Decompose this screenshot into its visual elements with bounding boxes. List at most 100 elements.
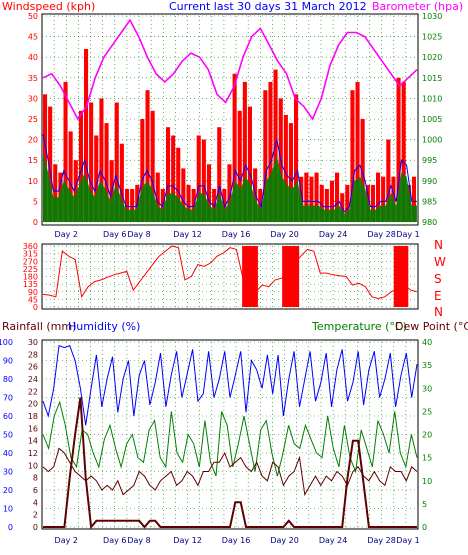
- direction-line: [42, 245, 418, 300]
- rain-tick-label: 10: [28, 461, 38, 470]
- humidity-axis-title: Humidity (%): [68, 320, 140, 333]
- baro-tick-label: 1005: [422, 115, 442, 124]
- gust-bar: [140, 119, 145, 222]
- gust-bar: [130, 189, 135, 222]
- direction-tick-label: 135: [23, 280, 38, 289]
- gust-bar: [48, 106, 53, 222]
- humidity-tick-label: 0: [8, 523, 13, 532]
- temp-tick-label: 35: [422, 361, 432, 370]
- rain-tick-label: 18: [28, 412, 38, 421]
- direction-tick-label: 315: [23, 250, 38, 259]
- direction-tick-label: 45: [28, 295, 38, 304]
- gust-bar: [268, 81, 273, 223]
- humidity-tick-label: 90: [3, 357, 13, 366]
- top-x-tick-label: Day 28: [367, 230, 396, 239]
- rain-tick-label: 2: [33, 511, 38, 520]
- wind-tick-label: 20: [28, 136, 38, 145]
- gust-bar: [345, 184, 350, 222]
- rain-tick-label: 20: [28, 400, 38, 409]
- gust-bar: [324, 189, 329, 222]
- humidity-tick-label: 20: [3, 486, 13, 495]
- humidity-tick-label: 80: [3, 375, 13, 384]
- gust-bar: [411, 176, 416, 222]
- gust-bar: [335, 172, 340, 222]
- top-panel-content: 0510152025303540455098098599099510001005…: [28, 12, 443, 239]
- temp-tick-label: 15: [422, 454, 432, 463]
- baro-tick-label: 1010: [422, 94, 442, 103]
- gust-bar: [99, 98, 104, 222]
- wind-axis-title: Windspeed (kph): [2, 0, 95, 13]
- baro-tick-label: 985: [422, 197, 437, 206]
- humidity-tick-label: 60: [3, 412, 13, 421]
- baro-tick-label: 995: [422, 156, 437, 165]
- rain-tick-label: 6: [33, 486, 38, 495]
- top-x-tick-label: Day 2: [55, 230, 78, 239]
- temp-tick-label: 0: [422, 523, 427, 532]
- humidity-tick-label: 10: [3, 505, 13, 514]
- gust-bar: [360, 119, 365, 222]
- top-x-tick-label: Day 24: [319, 230, 348, 239]
- direction-dense-block: [242, 246, 258, 307]
- wind-tick-label: 15: [28, 156, 38, 165]
- direction-tick-label: 0: [33, 303, 38, 312]
- rain-tick-label: 12: [28, 449, 38, 458]
- bottom-x-tick-label: Day 24: [319, 536, 348, 545]
- temp-tick-label: 10: [422, 477, 432, 486]
- gust-bar: [166, 127, 171, 222]
- wind-tick-label: 45: [28, 33, 38, 42]
- rain-tick-label: 26: [28, 363, 38, 372]
- baro-tick-label: 990: [422, 177, 437, 186]
- gust-bar: [294, 94, 299, 222]
- top-x-tick-label: Day 1: [396, 230, 419, 239]
- rain-tick-label: 8: [33, 474, 38, 483]
- gust-bar: [314, 172, 319, 222]
- rain-tick-label: 16: [28, 424, 38, 433]
- rain-tick-label: 4: [33, 498, 38, 507]
- gust-bar: [63, 81, 68, 223]
- temperature-axis-title: Temperature (°C): [311, 320, 407, 333]
- rainfall-axis-title: Rainfall (mm): [2, 320, 76, 333]
- gust-bar: [196, 135, 201, 222]
- baro-tick-label: 1030: [422, 12, 442, 21]
- dewpoint-axis-title: Dew Point (°C): [395, 320, 468, 333]
- rain-tick-label: 0: [33, 523, 38, 532]
- temp-tick-label: 30: [422, 384, 432, 393]
- gust-bar: [186, 184, 191, 222]
- bottom-x-tick-label: Day 2: [55, 536, 78, 545]
- dewpoint-line: [42, 447, 418, 497]
- gust-bar: [247, 106, 252, 222]
- barometer-line: [42, 18, 418, 121]
- gust-bar: [319, 184, 324, 222]
- direction-tick-label: 225: [23, 265, 38, 274]
- direction-tick-label: 90: [28, 288, 38, 297]
- temp-tick-label: 25: [422, 407, 432, 416]
- compass-w: W: [434, 255, 446, 269]
- gust-bar: [227, 164, 232, 222]
- gust-bar: [89, 102, 94, 222]
- gust-bar: [171, 135, 176, 222]
- gust-bar: [155, 172, 160, 222]
- humidity-tick-label: 30: [3, 468, 13, 477]
- gust-bar: [355, 81, 360, 223]
- wind-tick-label: 10: [28, 177, 38, 186]
- gust-bar: [370, 184, 375, 222]
- gust-bar: [68, 131, 73, 222]
- rain-tick-label: 30: [28, 338, 38, 347]
- wind-tick-label: 0: [33, 218, 38, 227]
- gust-bar: [283, 114, 288, 222]
- gust-bar: [145, 90, 150, 222]
- avg-wind-line: [42, 134, 417, 213]
- humidity-tick-label: 40: [3, 449, 13, 458]
- bottom-x-tick-label: Day 20: [270, 536, 299, 545]
- wind-tick-label: 35: [28, 74, 38, 83]
- gust-bar: [386, 139, 391, 222]
- gust-bar: [150, 110, 155, 222]
- gust-bar: [201, 139, 206, 222]
- rain-tick-label: 14: [28, 437, 38, 446]
- gust-bar: [237, 110, 242, 222]
- gust-bar: [84, 49, 89, 222]
- compass-e: E: [434, 289, 442, 303]
- top-x-tick-label: Day 12: [173, 230, 202, 239]
